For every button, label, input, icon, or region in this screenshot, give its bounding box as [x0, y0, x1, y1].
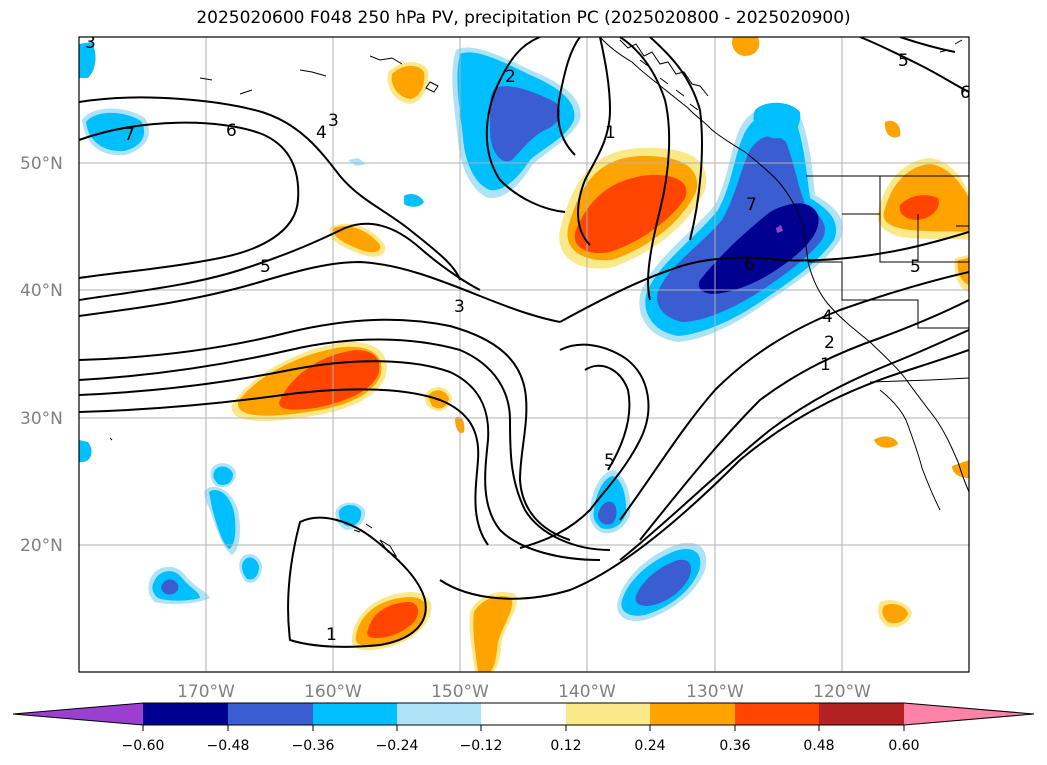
map-frame [78, 36, 970, 673]
contour-label: 7 [124, 125, 135, 145]
colorbar-segment [566, 703, 650, 725]
lat-label: 20°N [20, 536, 63, 556]
contour-label: 6 [960, 83, 971, 103]
colorbar-tick-label: 0.24 [634, 738, 665, 754]
colorbar-tick-label: −0.12 [460, 738, 503, 754]
lon-label: 140°W [558, 682, 616, 702]
precip-positive-shading [231, 37, 969, 672]
map-area: 3 2 7 6 1 3 4 5 3 5 1 7 6 5 4 2 1 5 6 [79, 33, 971, 672]
contour-label: 3 [454, 297, 465, 317]
contour-label: 6 [744, 255, 755, 275]
contour-label: 6 [226, 121, 237, 141]
colorbar-tick-label: −0.24 [376, 738, 419, 754]
contour-label: 7 [746, 195, 757, 215]
colorbar-extend-right [904, 703, 1034, 725]
colorbar-segment [735, 703, 819, 725]
contour-label: 5 [910, 257, 921, 277]
lon-label: 120°W [813, 682, 871, 702]
coastlines [109, 37, 969, 558]
colorbar-tick-label: −0.60 [122, 738, 165, 754]
colorbar-segment [819, 703, 904, 725]
map-title: 2025020600 F048 250 hPa PV, precipitatio… [196, 8, 851, 28]
colorbar-tick-label: 0.12 [550, 738, 581, 754]
colorbar-segment [650, 703, 735, 725]
contour-label: 4 [822, 307, 833, 327]
contour-labels: 3 2 7 6 1 3 4 5 3 5 1 7 6 5 4 2 1 5 6 [85, 33, 971, 645]
lat-label: 50°N [20, 154, 63, 174]
contour-label: 4 [316, 123, 327, 143]
lat-label: 40°N [20, 281, 63, 301]
contour-label: 1 [605, 123, 616, 143]
colorbar-segment [143, 703, 228, 725]
precip-negative-shading [79, 42, 843, 621]
pv-contours [79, 37, 969, 648]
contour-label: 5 [260, 257, 271, 277]
colorbar-segment [481, 703, 566, 725]
contour-label: 2 [505, 67, 516, 87]
colorbar-segment [397, 703, 481, 725]
lat-label: 30°N [20, 409, 63, 429]
lon-label: 160°W [304, 682, 362, 702]
political-borders [806, 175, 969, 383]
contour-label: 5 [604, 451, 615, 471]
contour-label: 1 [820, 355, 831, 375]
lon-label: 170°W [177, 682, 235, 702]
colorbar-tick-label: −0.36 [292, 738, 335, 754]
colorbar-segment [313, 703, 397, 725]
lon-label: 130°W [686, 682, 744, 702]
colorbar-tick-label: 0.48 [803, 738, 834, 754]
contour-label: 2 [824, 333, 835, 353]
longitude-labels: 170°W 160°W 150°W 140°W 130°W 120°W [177, 682, 871, 702]
colorbar-extend-left [13, 703, 143, 725]
colorbar-tick-label: 0.60 [888, 738, 919, 754]
contour-label: 5 [898, 51, 909, 71]
latitude-labels: 50°N 40°N 30°N 20°N [20, 154, 63, 556]
contour-label: 3 [328, 111, 339, 131]
colorbar-tick-label: 0.36 [719, 738, 750, 754]
colorbar-tick-label: −0.48 [207, 738, 250, 754]
contour-label: 3 [85, 33, 96, 53]
contour-label: 1 [326, 625, 337, 645]
colorbar: −0.60 −0.48 −0.36 −0.24 −0.12 0.12 0.24 … [12, 702, 1035, 754]
colorbar-segment [228, 703, 313, 725]
lon-label: 150°W [431, 682, 489, 702]
